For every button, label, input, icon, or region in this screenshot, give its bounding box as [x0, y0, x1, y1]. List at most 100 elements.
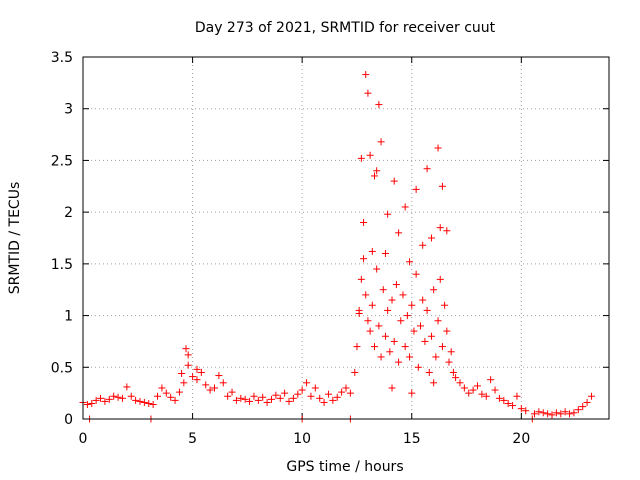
- data-point: [158, 384, 166, 392]
- data-point: [447, 348, 455, 356]
- data-point: [259, 393, 267, 401]
- data-point: [513, 392, 521, 400]
- data-point: [469, 386, 477, 394]
- data-point: [399, 291, 407, 299]
- grid-lines: [83, 57, 609, 419]
- data-point: [92, 396, 100, 404]
- data-point: [482, 392, 490, 400]
- data-point: [294, 390, 302, 398]
- x-tick-labels: 0 5 10 15 20: [79, 431, 531, 447]
- data-point: [377, 138, 385, 146]
- y-tick-label: 0.5: [51, 360, 73, 376]
- data-point: [241, 395, 249, 403]
- data-point: [570, 409, 578, 417]
- plot-frame: [82, 56, 610, 420]
- data-point: [360, 255, 368, 263]
- data-point: [368, 247, 376, 255]
- data-point: [421, 337, 429, 345]
- data-point: [123, 383, 131, 391]
- data-point: [561, 408, 569, 416]
- data-point: [272, 391, 280, 399]
- data-point: [395, 229, 403, 237]
- y-tick-label: 0: [64, 412, 73, 428]
- data-point: [557, 410, 565, 418]
- data-point: [386, 348, 394, 356]
- data-point: [574, 406, 582, 414]
- data-point: [127, 392, 135, 400]
- data-point: [329, 396, 337, 404]
- data-point: [414, 363, 422, 371]
- data-point: [316, 394, 324, 402]
- data-point: [136, 397, 144, 405]
- data-point: [298, 386, 306, 394]
- data-point: [375, 322, 383, 330]
- data-point: [401, 203, 409, 211]
- data-point: [105, 395, 113, 403]
- data-point: [445, 358, 453, 366]
- data-point: [438, 343, 446, 351]
- data-point: [276, 394, 284, 402]
- data-point: [110, 392, 118, 400]
- data-point: [441, 301, 449, 309]
- data-point: [83, 401, 91, 409]
- data-point: [362, 71, 370, 79]
- x-tick-label: 20: [512, 431, 530, 447]
- y-tick-label: 1.5: [51, 257, 73, 273]
- data-point: [193, 376, 201, 384]
- data-point: [449, 368, 457, 376]
- data-point: [342, 384, 350, 392]
- data-point: [373, 167, 381, 175]
- data-point: [410, 327, 418, 335]
- data-point: [381, 250, 389, 258]
- data-point: [434, 144, 442, 152]
- data-point: [381, 332, 389, 340]
- data-point: [228, 388, 236, 396]
- data-points: [79, 71, 595, 423]
- data-point: [566, 410, 574, 418]
- data-point: [357, 154, 365, 162]
- data-point: [132, 396, 140, 404]
- data-point: [408, 389, 416, 397]
- y-tick-labels: 0 0.5 1 1.5 2 2.5 3 3.5: [51, 50, 73, 428]
- data-point: [373, 265, 381, 273]
- data-point: [412, 185, 420, 193]
- x-tick-label: 15: [403, 431, 421, 447]
- data-point: [178, 369, 186, 377]
- data-point: [384, 210, 392, 218]
- data-point: [368, 301, 376, 309]
- data-point: [427, 332, 435, 340]
- data-point: [427, 234, 435, 242]
- data-point: [182, 345, 190, 353]
- data-point: [184, 361, 192, 369]
- data-point: [443, 327, 451, 335]
- data-point: [237, 394, 245, 402]
- data-point: [171, 396, 179, 404]
- data-point: [263, 398, 271, 406]
- data-point: [452, 374, 460, 382]
- data-point: [224, 392, 232, 400]
- data-point: [530, 410, 538, 418]
- data-point: [456, 379, 464, 387]
- data-point: [579, 403, 587, 411]
- data-point: [149, 401, 157, 409]
- data-point: [338, 388, 346, 396]
- data-point: [232, 396, 240, 404]
- data-point: [307, 392, 315, 400]
- data-point: [346, 389, 354, 397]
- data-point: [390, 177, 398, 185]
- y-tick-label: 2: [64, 205, 73, 221]
- data-point: [370, 172, 378, 180]
- data-point: [351, 368, 359, 376]
- data-point: [267, 395, 275, 403]
- data-point: [419, 296, 427, 304]
- data-point: [392, 281, 400, 289]
- data-point: [193, 365, 201, 373]
- data-point: [333, 393, 341, 401]
- data-point: [478, 390, 486, 398]
- data-point: [491, 386, 499, 394]
- data-point: [167, 393, 175, 401]
- data-point: [145, 399, 153, 407]
- data-point: [408, 301, 416, 309]
- data-point: [443, 227, 451, 235]
- data-point: [88, 399, 96, 407]
